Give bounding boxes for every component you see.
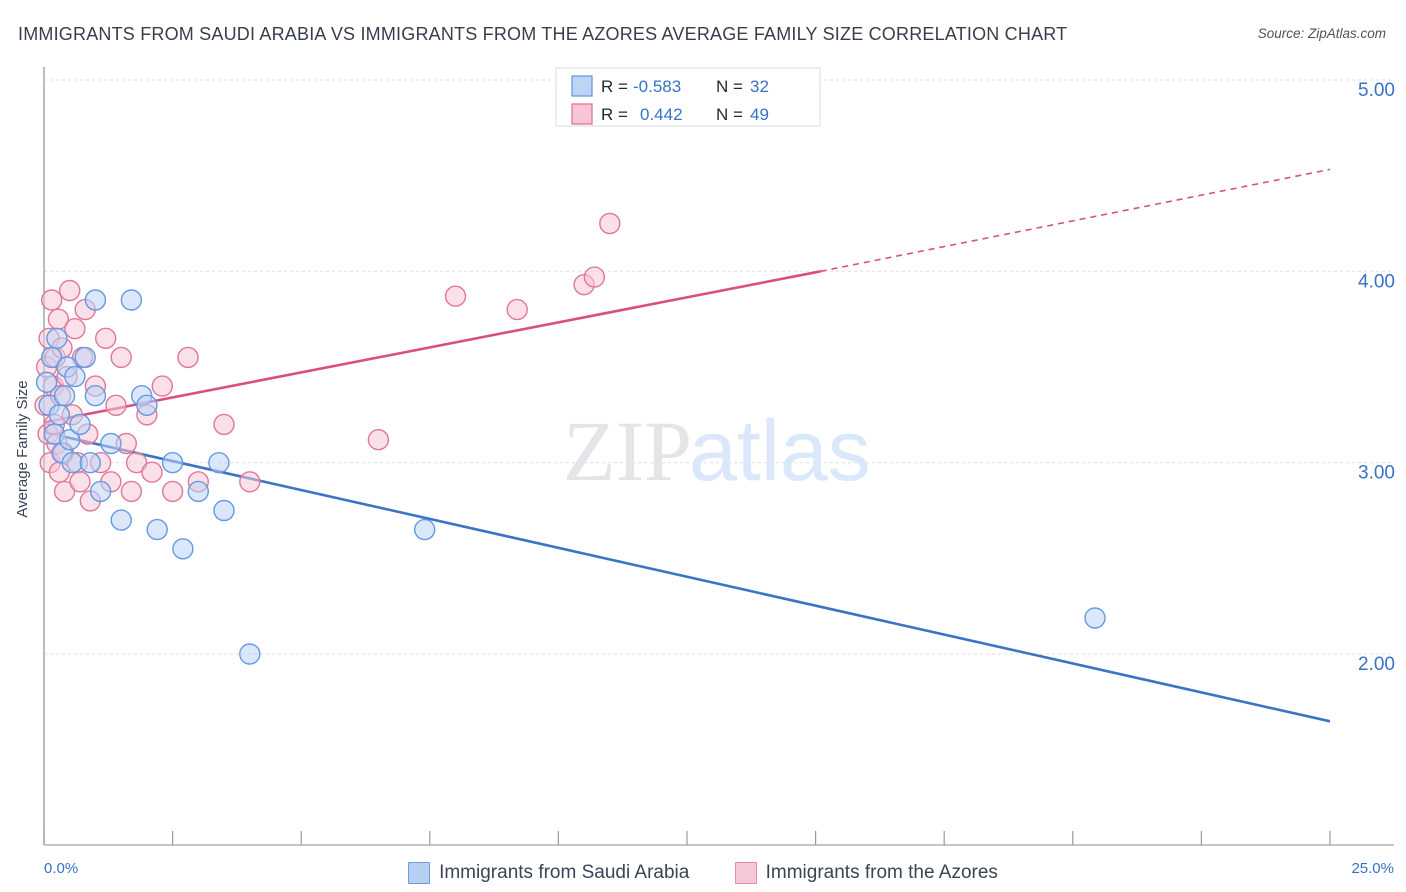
- svg-text:0.442: 0.442: [640, 105, 683, 124]
- svg-text:R =: R =: [601, 77, 628, 96]
- svg-text:32: 32: [750, 77, 769, 96]
- svg-text:R =: R =: [601, 105, 628, 124]
- svg-text:ZIP: ZIP: [563, 403, 692, 499]
- svg-text:4.00: 4.00: [1358, 271, 1395, 292]
- svg-text:49: 49: [750, 105, 769, 124]
- svg-text:3.00: 3.00: [1358, 463, 1395, 484]
- svg-text:2.00: 2.00: [1358, 654, 1395, 675]
- svg-text:N =: N =: [716, 105, 743, 124]
- svg-text:N =: N =: [716, 77, 743, 96]
- svg-text:atlas: atlas: [689, 403, 871, 499]
- svg-text:-0.583: -0.583: [633, 77, 681, 96]
- svg-text:5.00: 5.00: [1358, 80, 1395, 101]
